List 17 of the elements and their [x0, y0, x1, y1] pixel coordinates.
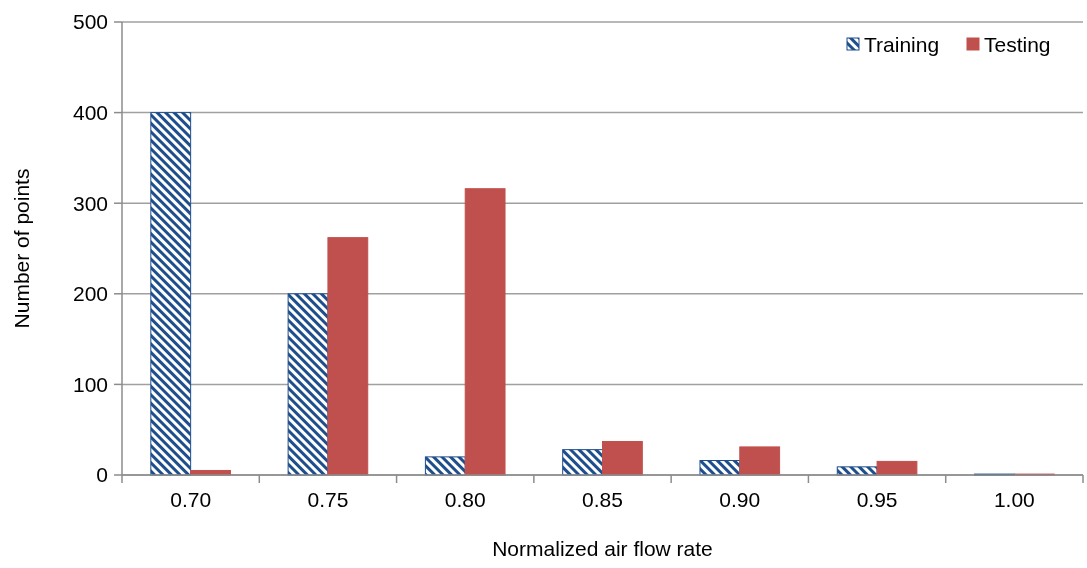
x-tick-label: 1.00	[993, 488, 1035, 511]
legend-label: Training	[864, 33, 940, 57]
y-tick-label: 500	[72, 10, 108, 34]
y-tick-label: 300	[72, 191, 108, 215]
x-tick-label: 0.85	[582, 488, 623, 511]
x-tick-label: 0.75	[307, 488, 349, 511]
x-tick-label: 0.80	[444, 488, 486, 511]
x-tick-label: 0.95	[856, 488, 898, 511]
y-tick-label: 200	[72, 282, 108, 306]
y-tick-label: 400	[72, 100, 108, 124]
x-axis-title: Normalized air flow rate	[492, 537, 713, 560]
x-tick-label: 0.90	[719, 488, 761, 511]
legend-label: Testing	[984, 33, 1051, 57]
y-tick-label: 0	[96, 463, 108, 487]
x-tick-label: 0.70	[170, 488, 212, 511]
y-tick-label: 100	[72, 372, 108, 396]
y-axis-title: Number of points	[10, 168, 33, 329]
